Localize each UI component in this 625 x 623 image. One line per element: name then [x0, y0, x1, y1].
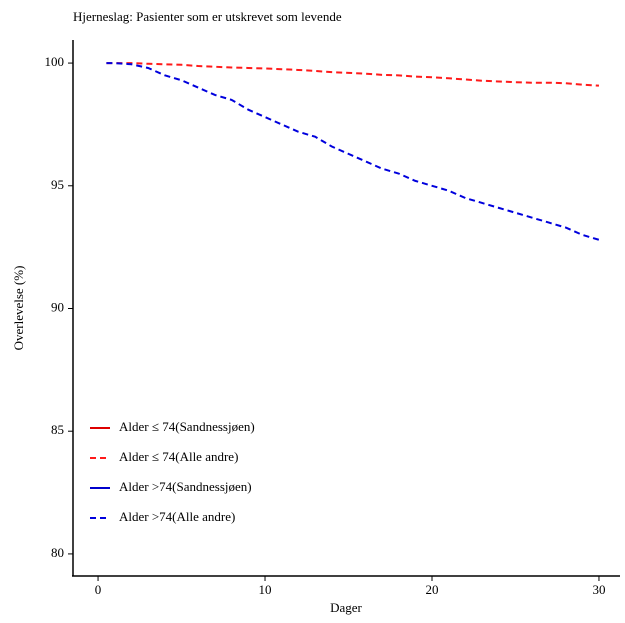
- x-tick-label: 0: [95, 582, 102, 597]
- legend-label: Alder ≤ 74(Sandnessjøen): [119, 419, 255, 434]
- y-axis-label: Overlevelse (%): [11, 266, 26, 351]
- y-tick-label: 80: [51, 545, 64, 560]
- x-tick-label: 20: [425, 582, 438, 597]
- y-tick-label: 90: [51, 299, 64, 314]
- series-line: [106, 62, 600, 241]
- chart-title: Hjerneslag: Pasienter som er utskrevet s…: [73, 9, 342, 24]
- legend-label: Alder >74(Sandnessjøen): [119, 479, 252, 494]
- x-axis-label: Dager: [330, 600, 362, 615]
- series-line: [106, 62, 600, 87]
- y-tick-label: 85: [51, 422, 64, 437]
- legend-label: Alder ≤ 74(Alle andre): [119, 449, 238, 464]
- y-tick-label: 100: [45, 54, 65, 69]
- x-tick-label: 10: [259, 582, 272, 597]
- legend-label: Alder >74(Alle andre): [119, 509, 235, 524]
- y-tick-label: 95: [51, 177, 64, 192]
- x-tick-label: 30: [592, 582, 605, 597]
